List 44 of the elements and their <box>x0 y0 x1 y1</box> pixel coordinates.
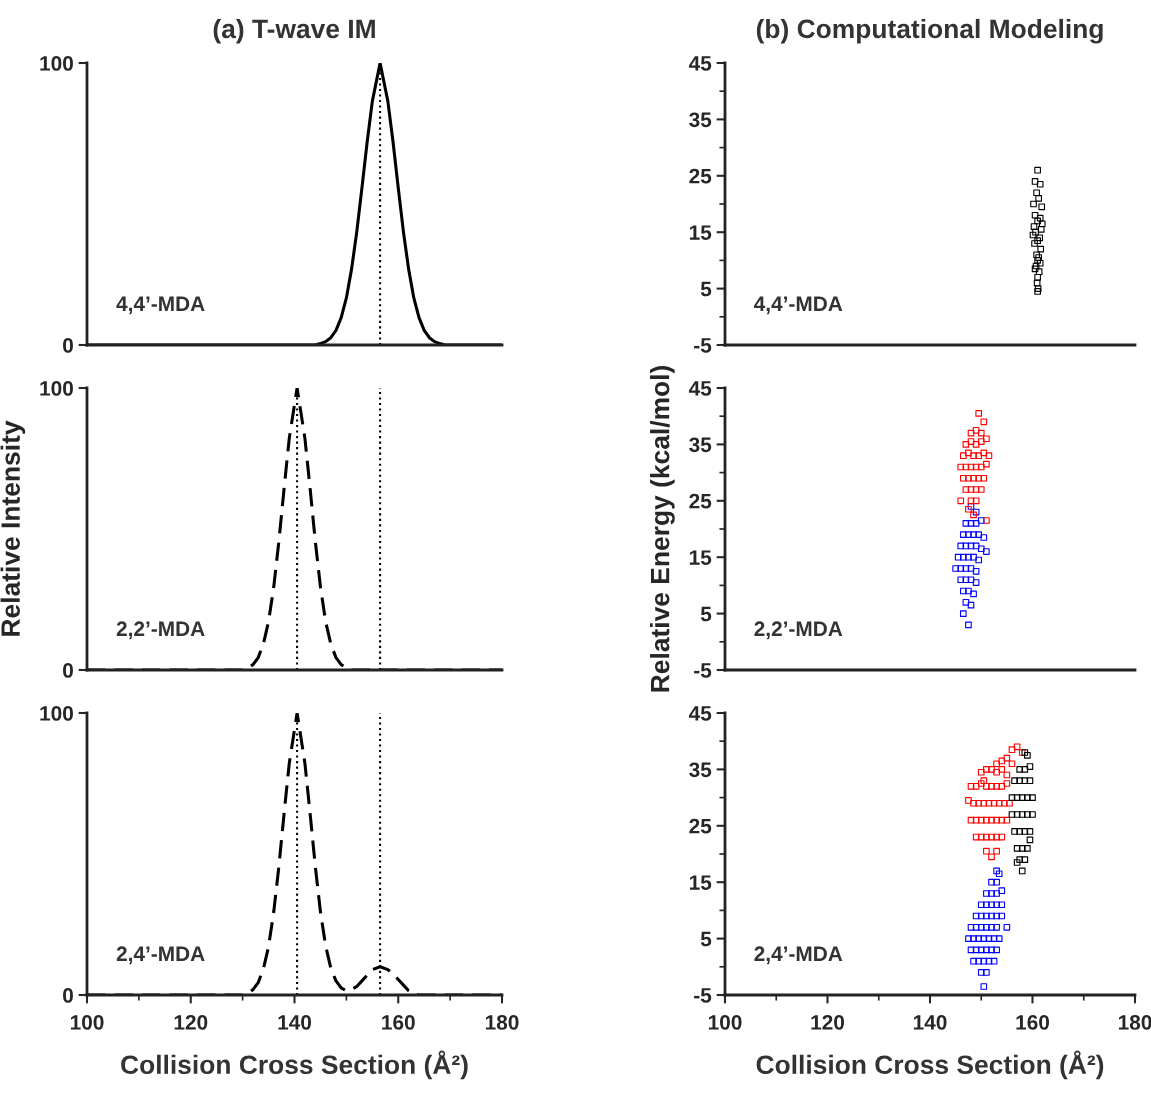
y-tick-label: 15 <box>689 875 712 890</box>
y-tick-label: 25 <box>689 168 712 184</box>
x-tick-label: 160 <box>382 1014 415 1030</box>
y-tick-label: -5 <box>694 988 712 1003</box>
x-tick-label: 120 <box>811 1014 845 1030</box>
y-tick-label: 45 <box>688 381 712 396</box>
y-tick-label: 5 <box>700 281 712 297</box>
y-tick-label: 35 <box>689 762 712 778</box>
y-tick-label: 100 <box>40 381 73 396</box>
y-tick-label: 0 <box>63 338 73 353</box>
y-tick-label: 35 <box>689 112 712 128</box>
annotation: 4,4’-MDA <box>754 296 843 315</box>
y-tick-label: 5 <box>700 931 712 947</box>
y-tick-label: 5 <box>700 606 712 622</box>
y-axis-title: Relative Energy (kcal/mol) <box>650 366 675 692</box>
annotation: 2,2’-MDA <box>116 621 205 640</box>
y-tick-label: 100 <box>40 56 73 71</box>
annotation: 4,4’-MDA <box>116 296 205 315</box>
chart-title: (a) T-wave IM <box>213 18 375 44</box>
y-tick-label: 15 <box>689 225 712 240</box>
x-tick-label: 180 <box>1118 1014 1151 1030</box>
y-tick-label: -5 <box>694 338 712 353</box>
y-tick-label: 25 <box>689 818 712 834</box>
x-tick-label: 180 <box>485 1014 519 1030</box>
x-axis-title: Collision Cross Section (Å²) <box>756 1050 1104 1080</box>
x-tick-label: 160 <box>1016 1014 1050 1030</box>
y-tick-label: 45 <box>688 706 712 721</box>
y-tick-label: 15 <box>689 550 712 565</box>
y-axis-title: Relative Intensity <box>0 420 26 636</box>
y-tick-label: 35 <box>689 437 712 453</box>
annotation: 2,4’-MDA <box>754 946 843 965</box>
y-tick-label: -5 <box>694 663 712 678</box>
y-tick-label: 100 <box>40 706 73 721</box>
x-axis-title: Collision Cross Section (Å²) <box>121 1050 468 1080</box>
y-tick-label: 45 <box>688 56 712 71</box>
x-tick-label: 140 <box>278 1014 312 1030</box>
annotation: 2,2’-MDA <box>754 621 843 640</box>
y-tick-label: 0 <box>63 663 73 678</box>
x-tick-label: 140 <box>913 1014 947 1030</box>
y-tick-label: 0 <box>63 988 73 1003</box>
y-tick-label: 25 <box>689 493 712 509</box>
annotation: 2,4’-MDA <box>116 946 205 965</box>
x-tick-label: 120 <box>174 1014 208 1030</box>
chart-title: (b) Computational Modeling <box>756 18 1103 44</box>
